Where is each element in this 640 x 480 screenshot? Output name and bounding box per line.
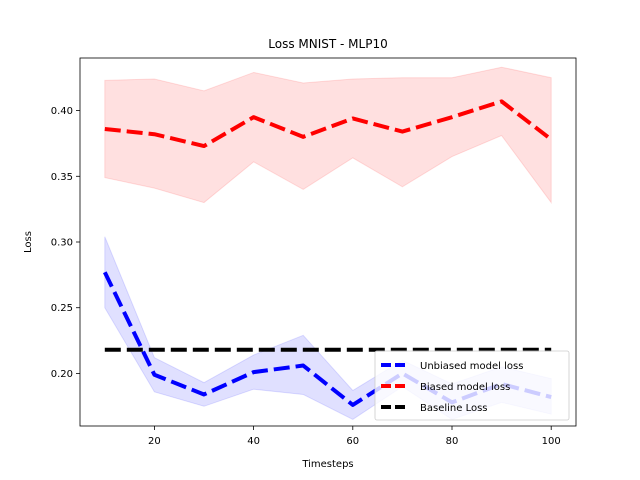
- y-tick-label: 0.30: [51, 238, 73, 249]
- x-tick-label: 100: [542, 436, 561, 447]
- legend-label-unbiased: Unbiased model loss: [420, 361, 523, 372]
- biased-model-loss-line: [104, 99, 553, 149]
- biased-model-loss-band: [104, 66, 552, 205]
- legend-box: [374, 350, 570, 421]
- x-tick-label: 80: [446, 436, 459, 447]
- x-axis-ticks: 20 40 60 80 100: [148, 426, 561, 447]
- x-tick-label: 20: [148, 436, 161, 447]
- x-axis-label: Timesteps: [301, 459, 353, 470]
- x-tick-label: 60: [346, 436, 359, 447]
- legend-label-baseline: Baseline Loss: [420, 403, 488, 414]
- y-axis-ticks: 0.20 0.25 0.30 0.35 0.40: [51, 106, 80, 380]
- y-tick-label: 0.40: [51, 106, 73, 117]
- chart-title: Loss MNIST - MLP10: [268, 37, 387, 51]
- y-tick-label: 0.25: [51, 303, 73, 314]
- y-tick-label: 0.35: [51, 172, 73, 183]
- x-tick-label: 40: [247, 436, 260, 447]
- y-axis-label: Loss: [23, 231, 34, 253]
- legend-label-biased: Biased model loss: [420, 382, 510, 393]
- legend: Unbiased model loss Biased model loss Ba…: [374, 350, 570, 421]
- y-tick-label: 0.20: [51, 369, 73, 380]
